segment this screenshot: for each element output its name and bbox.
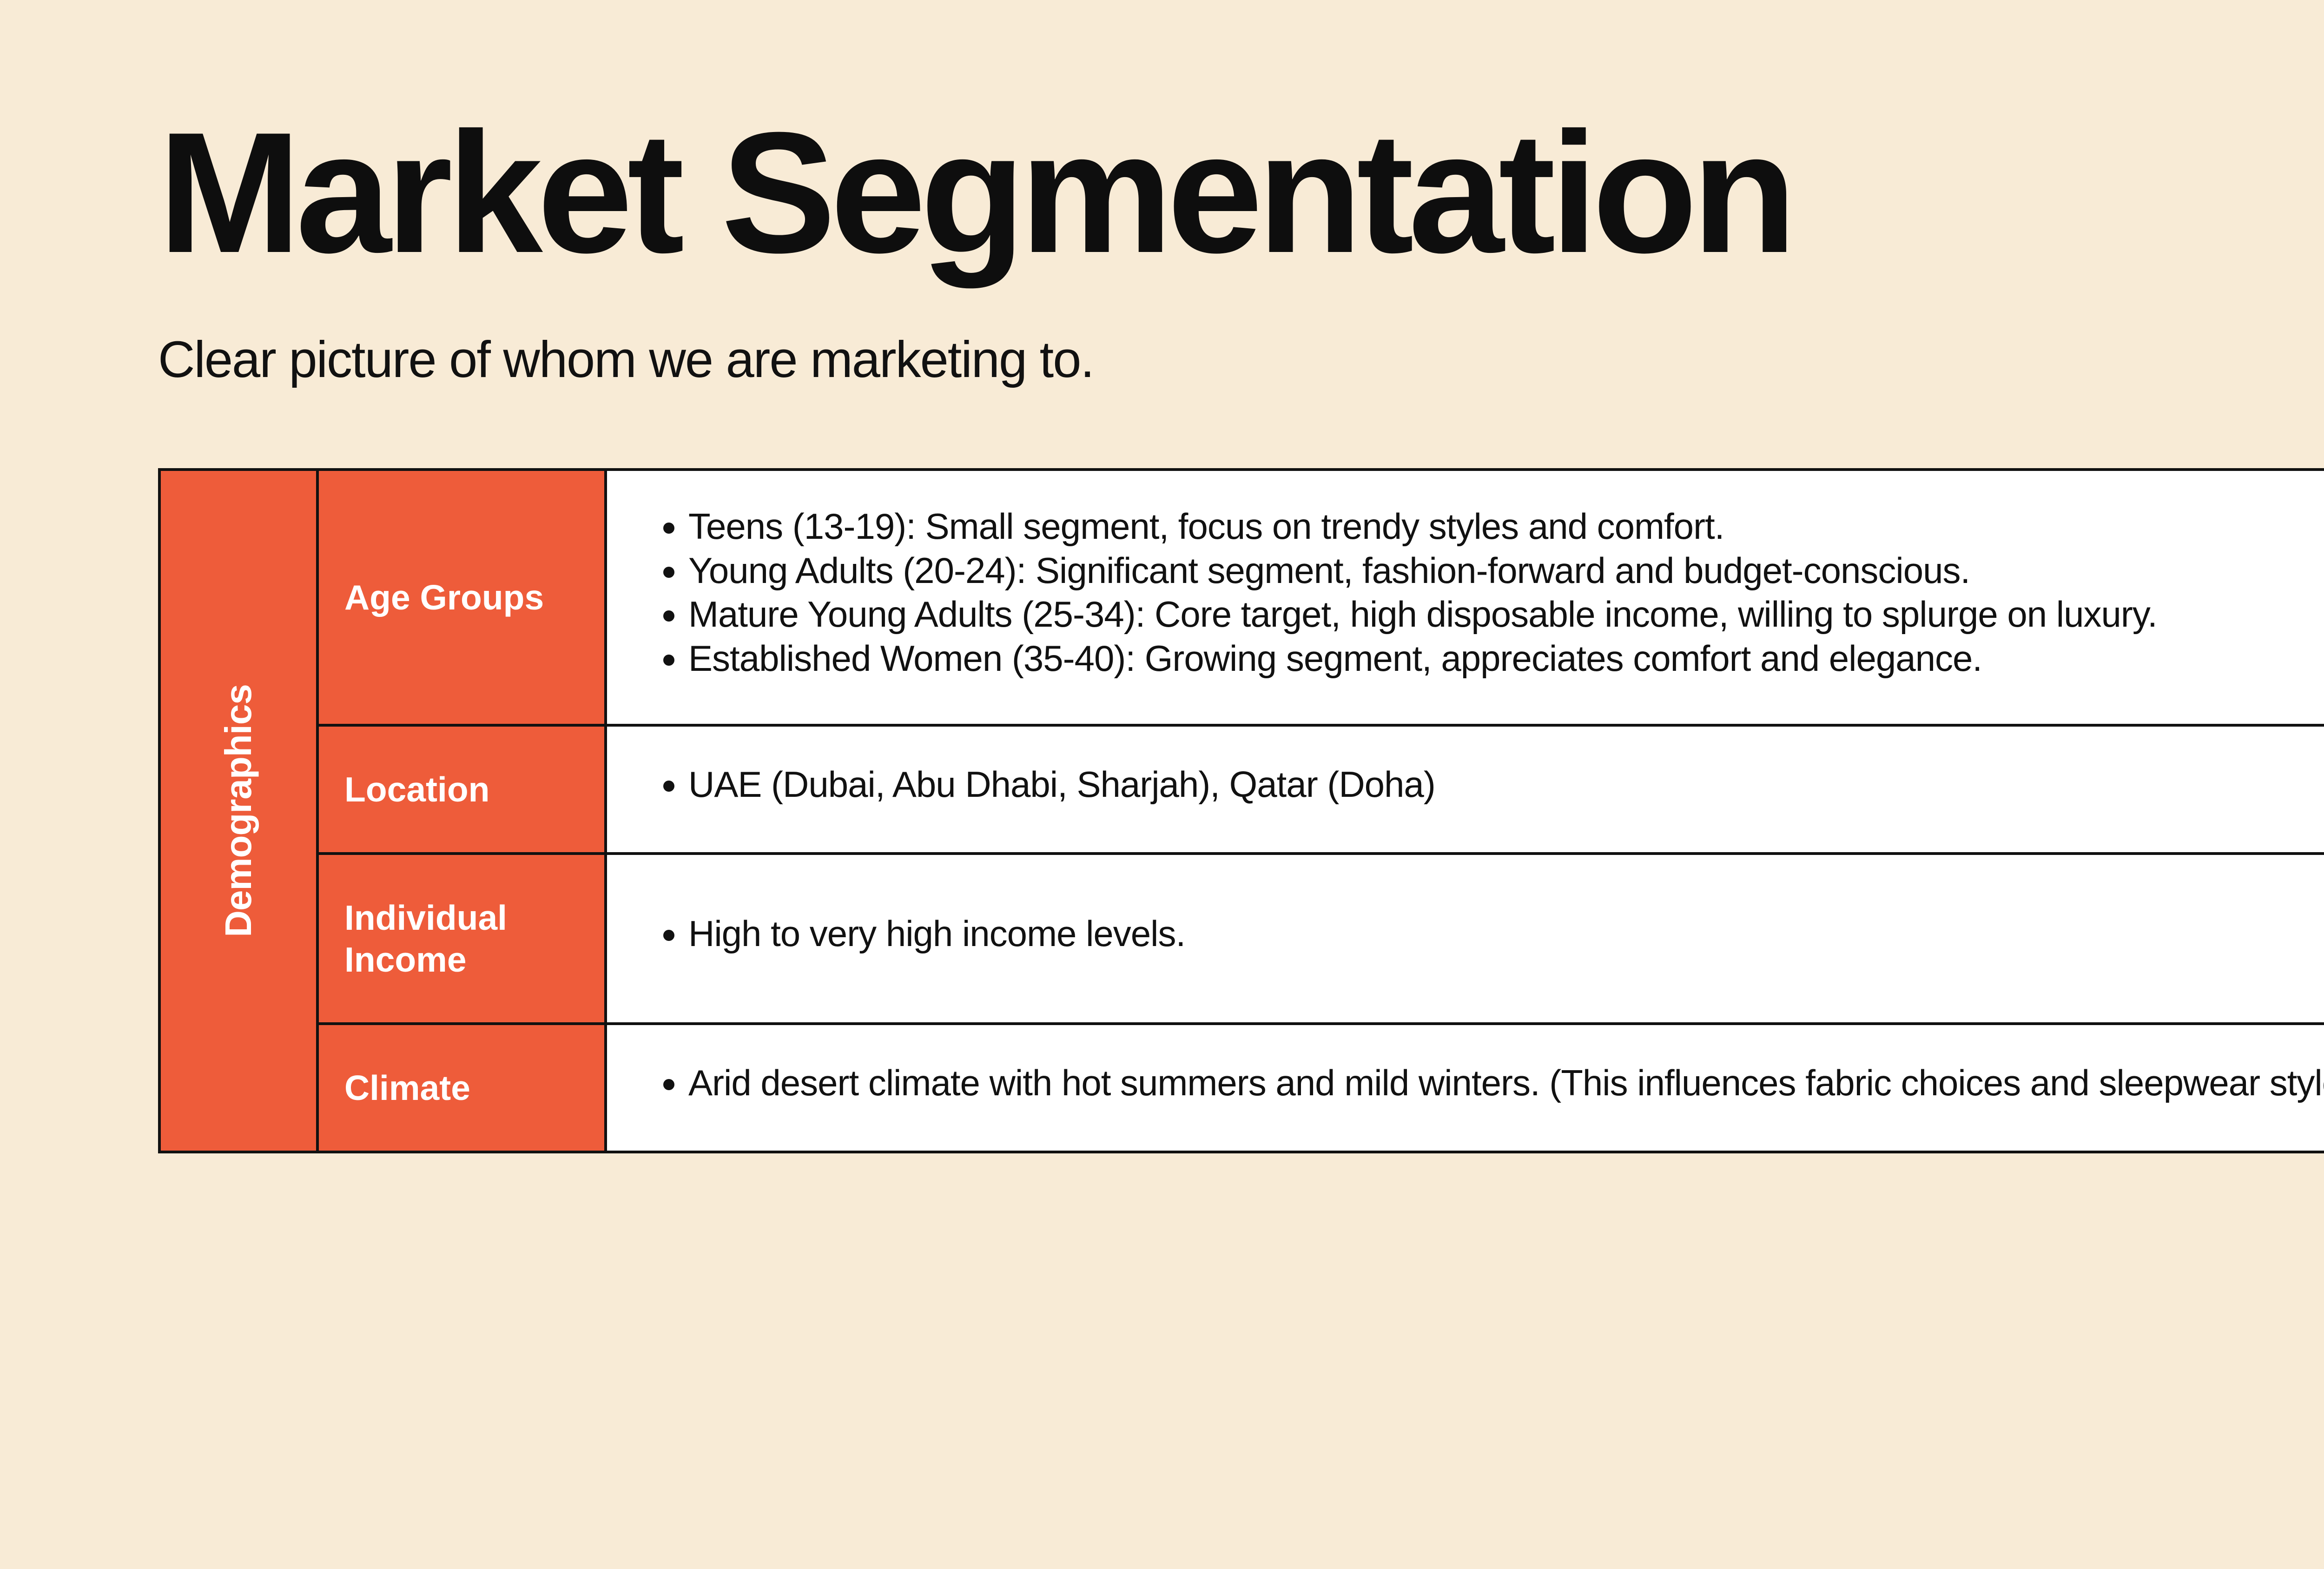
row-list: UAE (Dubai, Abu Dhabi, Sharjah), Qatar (… xyxy=(644,761,1435,808)
row-content: UAE (Dubai, Abu Dhabi, Sharjah), Qatar (… xyxy=(607,727,2324,852)
slide: Market Segmentation Clear picture of who… xyxy=(0,0,2324,1569)
row-label: Individual Income xyxy=(319,855,607,1022)
row-list: Teens (13-19): Small segment, focus on t… xyxy=(644,503,2157,682)
row-label: Climate xyxy=(319,1025,607,1151)
row-label: Age Groups xyxy=(319,471,607,724)
list-item: High to very high income levels. xyxy=(688,913,1185,955)
row-content: Arid desert climate with hot summers and… xyxy=(607,1025,2324,1151)
list-item: Established Women (35-40): Growing segme… xyxy=(688,638,2157,680)
page-subtitle: Clear picture of whom we are marketing t… xyxy=(158,330,2324,389)
row-content: Teens (13-19): Small segment, focus on t… xyxy=(607,471,2324,724)
list-item: Teens (13-19): Small segment, focus on t… xyxy=(688,506,2157,548)
page-title: Market Segmentation xyxy=(158,107,2324,279)
row-label: Location xyxy=(319,727,607,852)
list-item: UAE (Dubai, Abu Dhabi, Sharjah), Qatar (… xyxy=(688,764,1435,806)
row-content: High to very high income levels. xyxy=(607,855,2324,1022)
category-column: Demographics xyxy=(161,471,319,1151)
category-label: Demographics xyxy=(217,684,260,937)
table-row: Individual Income High to very high incom… xyxy=(319,855,2324,1025)
table-rows: Age Groups Teens (13-19): Small segment, … xyxy=(319,471,2324,1151)
table-row: Location UAE (Dubai, Abu Dhabi, Sharjah),… xyxy=(319,727,2324,855)
table-row: Climate Arid desert climate with hot summ… xyxy=(319,1025,2324,1151)
segmentation-table: Demographics Age Groups Teens (13-19): Sm… xyxy=(158,468,2324,1153)
list-item: Young Adults (20-24): Significant segmen… xyxy=(688,550,2157,592)
row-list: Arid desert climate with hot summers and… xyxy=(644,1060,2324,1106)
table-row: Age Groups Teens (13-19): Small segment, … xyxy=(319,471,2324,727)
list-item: Mature Young Adults (25-34): Core target… xyxy=(688,594,2157,636)
row-list: High to very high income levels. xyxy=(644,911,1185,957)
list-item: Arid desert climate with hot summers and… xyxy=(688,1062,2324,1104)
